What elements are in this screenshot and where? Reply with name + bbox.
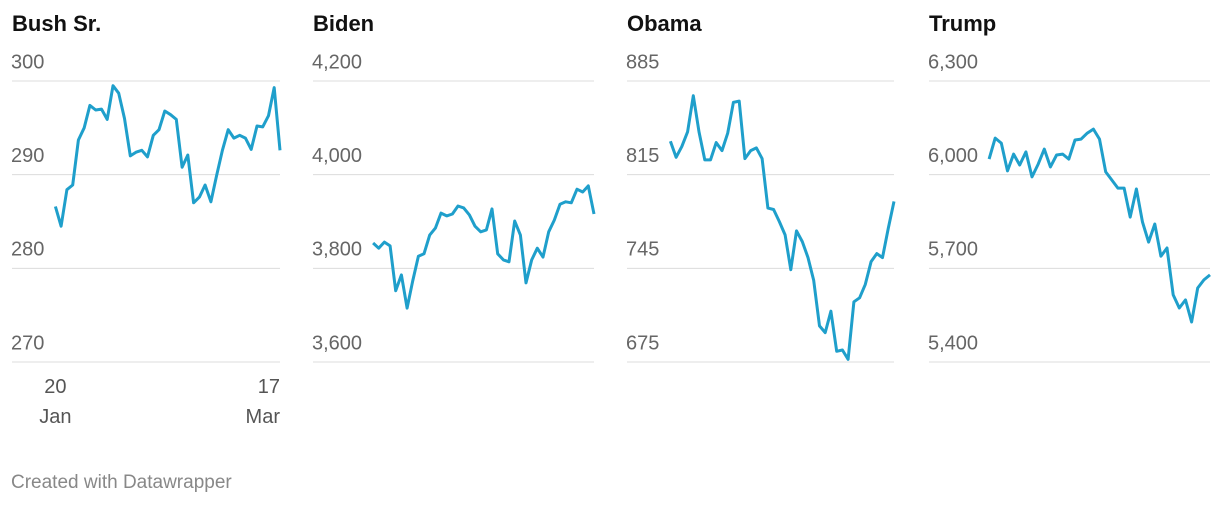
panel-title: Bush Sr.: [12, 11, 101, 36]
chart: Bush Sr. 270 280 290 300 Biden 3,600 3,800 4,000…: [11, 11, 1211, 363]
y-tick-label: 5,400: [928, 332, 978, 354]
y-tick-label: 885: [626, 51, 659, 73]
y-tick-label: 280: [11, 239, 44, 261]
y-tick-label: 300: [11, 51, 44, 73]
panel-title: Biden: [313, 11, 374, 36]
y-tick-label: 815: [626, 145, 659, 167]
data-line: [987, 127, 1211, 324]
y-tick-label: 290: [11, 145, 44, 167]
panel-title: Trump: [929, 11, 996, 36]
panel-title: Obama: [627, 11, 702, 36]
y-tick-label: 3,600: [312, 332, 362, 354]
y-tick-label: 3,800: [312, 239, 362, 261]
y-tick-label: 4,200: [312, 51, 362, 73]
y-tick-label: 675: [626, 332, 659, 354]
data-line: [372, 184, 596, 310]
data-line: [668, 94, 896, 361]
data-line: [53, 84, 282, 228]
y-tick-label: 6,300: [928, 51, 978, 73]
y-tick-label: 745: [626, 239, 659, 261]
y-tick-label: 6,000: [928, 145, 978, 167]
footer: Created with Datawrapper: [11, 472, 232, 493]
y-tick-label: 5,700: [928, 239, 978, 261]
x-tick-label: 17 Mar: [245, 376, 280, 428]
y-tick-label: 270: [11, 332, 44, 354]
y-tick-label: 4,000: [312, 145, 362, 167]
x-tick-label: 20 Jan: [39, 376, 72, 428]
